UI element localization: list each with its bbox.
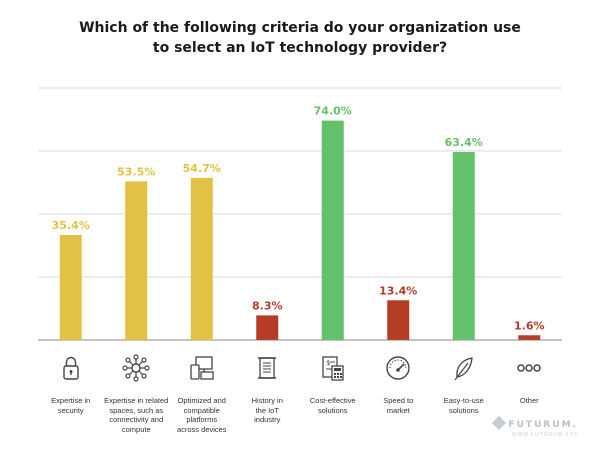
category-label-line: compatible [183,405,220,415]
bar-value-label: 1.6% [514,319,545,332]
category-label-line: across devices [176,424,227,434]
category-label: Expertise in security [36,396,106,415]
category-label-line: History in [251,396,283,405]
category-label-line: connectivity and [109,415,164,424]
devices-icon [187,353,217,383]
category-label-line: security [57,405,84,415]
category-label-line: the IoT [255,405,279,415]
logo-brand: FUTURUM. [508,420,578,430]
category-label-line: solutions [448,405,479,415]
more-dots-icon [514,353,544,383]
bar-value-label: 53.5% [117,165,155,178]
chart-title: Which of the following criteria do your … [0,18,600,58]
bar [190,177,213,340]
bar [125,181,148,340]
category-label-line: Other [519,396,539,405]
chart-title-line-2: to select an IoT technology provider? [152,40,448,56]
category-label: Speed to market [363,396,433,415]
bar [452,152,475,340]
category-label-line: Optimized and [177,396,226,405]
logo-mark-icon [492,415,507,431]
category-label: History in the IoT industry [232,396,302,425]
scroll-icon [252,353,282,383]
category-label-line: Cost-effective [309,396,356,405]
bar [321,120,344,341]
category-label: Easy-to-use solutions [429,396,499,415]
bar [387,300,410,340]
bar-value-label: 54.7% [183,162,221,175]
category-label: Cost-effective solutions [298,396,368,415]
futurum-logo: FUTURUM. WWW.FUTURUM.XYZ [492,414,578,438]
chart-title-line-1: Which of the following criteria do your … [79,20,521,36]
speedometer-icon [383,353,413,383]
category-label-line: Easy-to-use [443,396,484,405]
bar-value-label: 8.3% [252,299,283,312]
category-label-line: market [386,405,410,415]
bar-value-label: 13.4% [379,284,417,297]
bar [256,315,279,340]
category-label-line: compute [121,424,151,434]
network-nodes-icon [121,353,151,383]
category-label: Optimized and compatible platforms across d… [167,396,237,434]
category-label-line: platforms [186,415,218,424]
category-label-line: Expertise in [51,396,91,405]
category-label: Other [494,396,564,406]
category-label-line: Speed to [383,396,414,405]
feather-icon [449,353,479,383]
bar-value-label: 74.0% [314,105,352,118]
category-label-line: Expertise in related [104,396,169,405]
invoice-calculator-icon: $ [318,353,348,383]
bar-value-label: 35.4% [52,219,90,232]
category-label: Expertise in related spaces, such as conne… [101,396,171,434]
category-label-line: industry [254,415,281,424]
lock-icon [56,353,86,383]
svg-text:$: $ [326,359,330,367]
bar-value-label: 63.4% [445,136,483,149]
bar [59,235,82,340]
bar [518,335,541,340]
category-label-line: spaces, such as [109,405,164,415]
category-label-line: solutions [317,405,348,415]
logo-url: WWW.FUTURUM.XYZ [511,432,578,438]
